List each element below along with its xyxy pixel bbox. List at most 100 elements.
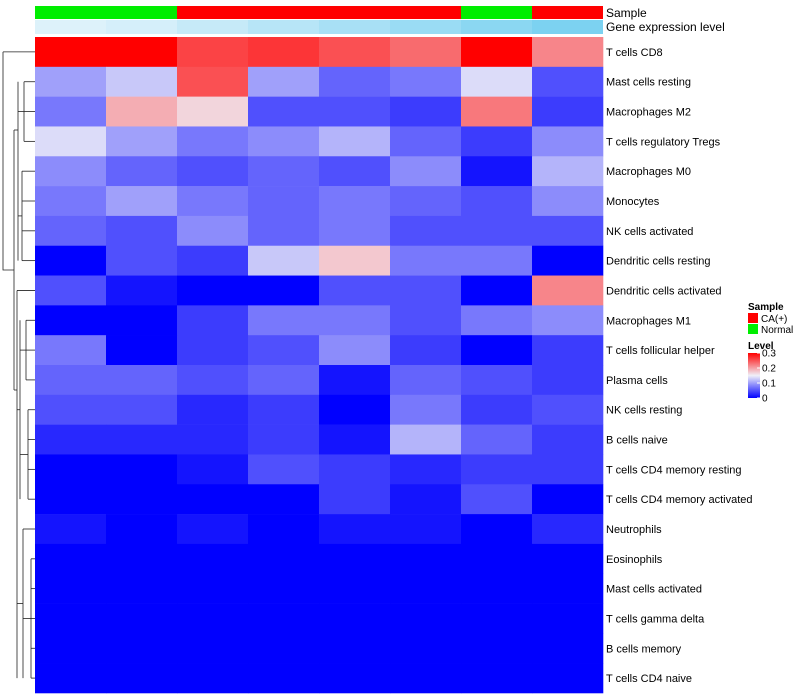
heatmap-cell xyxy=(319,126,391,157)
heatmap-cell xyxy=(390,394,462,425)
heatmap-cell xyxy=(319,275,391,306)
heatmap-cell xyxy=(319,573,391,604)
legend-sample-label: CA(+) xyxy=(761,314,787,325)
legend-level-colorbar xyxy=(748,353,760,398)
heatmap-cell xyxy=(106,245,178,276)
heatmap-cell xyxy=(461,543,533,575)
heatmap-cell xyxy=(532,215,604,247)
heatmap-cell xyxy=(532,365,604,396)
row-label: T cells follicular helper xyxy=(606,345,715,357)
heatmap-cell xyxy=(532,335,604,366)
heatmap-cell xyxy=(248,663,320,694)
heatmap-cell xyxy=(35,514,107,545)
heatmap-cell xyxy=(106,454,178,485)
heatmap-cell xyxy=(319,633,391,664)
heatmap-cell xyxy=(461,245,533,276)
heatmap-cell xyxy=(532,573,604,604)
row-label: B cells memory xyxy=(606,643,682,655)
legend: Sample CA(+)Normal Level 0.3 0.2 0.1 0 xyxy=(748,302,793,405)
heatmap-cell xyxy=(248,96,320,127)
heatmap-cell xyxy=(319,454,391,485)
heatmap-cell xyxy=(319,186,391,217)
heatmap-cell xyxy=(248,66,320,97)
heatmap-cell xyxy=(319,335,391,366)
heatmap-cell xyxy=(248,126,320,157)
heatmap-cell xyxy=(248,603,320,634)
heatmap-cell xyxy=(248,484,320,515)
row-label: Macrophages M2 xyxy=(606,107,691,119)
heatmap-cell xyxy=(106,365,178,396)
expression-annotation-cell xyxy=(319,20,390,34)
heatmap-cell xyxy=(106,603,178,634)
row-label: T cells CD4 memory resting xyxy=(606,464,742,476)
heatmap-cell xyxy=(319,96,391,127)
heatmap-cell xyxy=(461,454,533,485)
heatmap-cell xyxy=(106,215,178,247)
heatmap-cell xyxy=(319,603,391,634)
heatmap-cell xyxy=(248,335,320,366)
heatmap-cell xyxy=(461,394,533,425)
heatmap-cell xyxy=(35,156,107,187)
legend-tick-label: 0.2 xyxy=(762,364,776,375)
heatmap-cell xyxy=(35,394,107,425)
heatmap-cell xyxy=(532,126,604,157)
expression-annotation-cell xyxy=(106,20,177,34)
sample-annotation-cell xyxy=(106,6,177,19)
heatmap-cell xyxy=(390,126,462,157)
expression-annotation-label: Gene expression level xyxy=(606,20,725,34)
row-label: Neutrophils xyxy=(606,524,662,536)
expression-annotation-cell xyxy=(532,20,603,34)
heatmap-cell xyxy=(532,156,604,187)
heatmap-cell xyxy=(461,603,533,634)
expression-annotation-cell xyxy=(390,20,461,34)
heatmap-cell xyxy=(177,543,249,575)
heatmap-cell xyxy=(106,335,178,366)
heatmap-cell xyxy=(248,305,320,336)
heatmap-cell xyxy=(532,394,604,425)
heatmap-cell xyxy=(35,186,107,217)
heatmap-cell xyxy=(106,573,178,604)
heatmap-cell xyxy=(461,424,533,455)
heatmap-cell xyxy=(532,484,604,515)
row-label: Plasma cells xyxy=(606,375,668,387)
heatmap-cell xyxy=(248,156,320,187)
heatmap-cell xyxy=(461,126,533,157)
heatmap-cell xyxy=(177,603,249,634)
heatmap-cell xyxy=(248,514,320,545)
sample-annotation-cell xyxy=(177,6,248,19)
heatmap-cell xyxy=(177,66,249,97)
heatmap-cell xyxy=(248,37,320,68)
heatmap-cell xyxy=(177,186,249,217)
heatmap-cell xyxy=(532,275,604,306)
heatmap-cell xyxy=(390,633,462,664)
heatmap-cell xyxy=(177,514,249,545)
row-label: Macrophages M1 xyxy=(606,315,691,327)
sample-annotation-label: Sample xyxy=(606,6,647,20)
dendrogram-branch xyxy=(2,51,14,271)
heatmap-cell xyxy=(390,37,462,68)
heatmap-cell xyxy=(319,365,391,396)
heatmap-cell xyxy=(532,186,604,217)
heatmap-cell xyxy=(106,543,178,575)
heatmap-cell xyxy=(390,543,462,575)
row-label: Monocytes xyxy=(606,196,660,208)
heatmap-cell xyxy=(319,37,391,68)
expression-annotation-cell xyxy=(461,20,532,34)
heatmap-cell xyxy=(35,454,107,485)
heatmap-cell xyxy=(390,424,462,455)
heatmap-cell xyxy=(106,394,178,425)
heatmap-cell xyxy=(532,633,604,664)
heatmap-cell xyxy=(390,305,462,336)
heatmap-cell xyxy=(532,543,604,575)
row-label: Dendritic cells activated xyxy=(606,285,722,297)
heatmap-cell xyxy=(390,215,462,247)
heatmap-cell xyxy=(390,365,462,396)
heatmap-cell xyxy=(248,633,320,664)
heatmap-cell xyxy=(461,96,533,127)
heatmap-cell xyxy=(35,573,107,604)
heatmap-cell xyxy=(35,275,107,306)
heatmap-cell xyxy=(177,156,249,187)
heatmap-cell xyxy=(248,424,320,455)
row-label: Dendritic cells resting xyxy=(606,256,711,268)
